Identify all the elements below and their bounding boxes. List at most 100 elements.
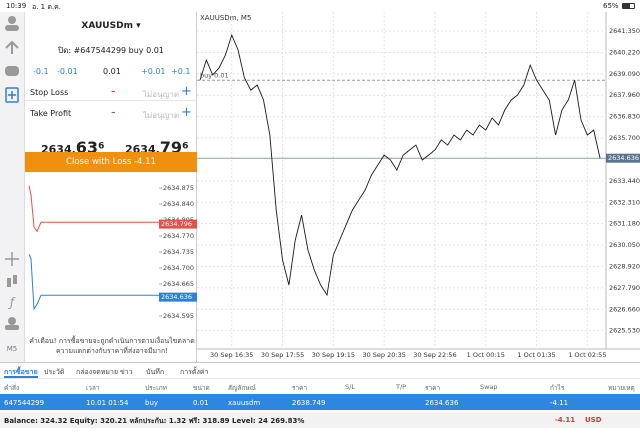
y-tick-label: 2634.735 bbox=[163, 248, 194, 256]
stop-loss-plus[interactable]: + bbox=[181, 84, 192, 99]
chat-icon[interactable] bbox=[5, 66, 19, 76]
timeframe[interactable]: M5 bbox=[7, 345, 18, 353]
volume-step[interactable]: -0.1 bbox=[33, 67, 49, 76]
y-tick-label: 2635.700 bbox=[609, 134, 640, 142]
stop-loss-value[interactable]: ไม่อนุญาต bbox=[143, 90, 180, 99]
y-tick-label: 2631.180 bbox=[609, 220, 640, 228]
take-profit-plus[interactable]: + bbox=[181, 105, 192, 120]
tab[interactable]: การตั้งค่า bbox=[180, 368, 209, 376]
cell: 2634.636 bbox=[425, 399, 459, 407]
account-icon[interactable] bbox=[8, 16, 16, 24]
x-tick-label: 30 Sep 17:55 bbox=[261, 351, 304, 359]
price-label: 2634.796 bbox=[161, 220, 192, 228]
tab[interactable]: ประวัติ bbox=[44, 368, 65, 376]
divider bbox=[25, 100, 197, 101]
price-line bbox=[199, 33, 601, 297]
column-header: หมายเหตุ bbox=[608, 384, 635, 392]
symbol-select[interactable]: XAUUSDm ▾ bbox=[81, 21, 141, 31]
warning: คำเตือน! การซื้อขายจะถูกดำเนินการตามเงื่… bbox=[29, 337, 195, 355]
price-label-box bbox=[159, 292, 197, 302]
volume-step[interactable]: -0.01 bbox=[57, 67, 78, 76]
x-tick-label: 30 Sep 20:35 bbox=[362, 351, 405, 359]
tab-underline bbox=[4, 376, 38, 378]
cell: 10.01 01:54 bbox=[86, 399, 129, 407]
column-header: เวลา bbox=[86, 384, 100, 392]
terminal: Balance: 324.32 Equity: 320.21 หลักประกั… bbox=[0, 362, 640, 447]
column-header: ราคา bbox=[425, 384, 441, 392]
balance-bar bbox=[0, 412, 640, 428]
price-label-box bbox=[159, 219, 197, 229]
y-tick-label: 2634.665 bbox=[163, 280, 194, 288]
divider bbox=[0, 378, 640, 379]
cell: buy bbox=[145, 399, 159, 407]
order-title: ปิด: #647544299 buy 0.01 bbox=[58, 46, 164, 55]
y-tick-label: 2625.530 bbox=[609, 327, 640, 335]
order-label: buy 0.01 bbox=[200, 71, 229, 79]
quotes-icon[interactable] bbox=[5, 40, 19, 54]
x-tick-label: 30 Sep 16:35 bbox=[210, 351, 253, 359]
objects-icon[interactable] bbox=[8, 317, 16, 325]
tab[interactable]: ข่าว bbox=[120, 368, 133, 376]
column-header: สัญลักษณ์ bbox=[228, 384, 256, 392]
battery-icon bbox=[622, 3, 635, 9]
tab[interactable]: กล่องจดหมาย bbox=[76, 368, 119, 376]
y-tick-label: 2628.920 bbox=[609, 262, 640, 270]
ask-small: 6 bbox=[182, 141, 189, 152]
bid-small: 6 bbox=[98, 141, 105, 152]
volume-step[interactable]: +0.1 bbox=[171, 67, 191, 76]
new-order-icon[interactable] bbox=[5, 87, 19, 103]
take-profit-minus[interactable]: - bbox=[111, 105, 116, 120]
account-icon-body bbox=[5, 25, 19, 31]
crosshair-icon[interactable] bbox=[5, 252, 19, 266]
battery: 65% bbox=[603, 2, 619, 10]
balance: Balance: 324.32 Equity: 320.21 หลักประกั… bbox=[4, 417, 305, 425]
column-header: ประเภท bbox=[145, 384, 167, 392]
cell: 0.01 bbox=[193, 399, 209, 407]
sidebar: ƒ M5 bbox=[0, 12, 25, 362]
take-profit-value[interactable]: ไม่อนุญาต bbox=[143, 111, 180, 120]
stop-loss-minus[interactable]: - bbox=[111, 84, 116, 99]
cell: 2638.749 bbox=[292, 399, 326, 407]
tick-line bbox=[28, 254, 159, 311]
function-icon[interactable]: ƒ bbox=[8, 296, 16, 310]
y-tick-label: 2634.700 bbox=[163, 264, 194, 272]
y-tick-label: 2633.440 bbox=[609, 177, 640, 185]
stop-loss-label: Stop Loss bbox=[30, 88, 69, 97]
status-time: 10:39 bbox=[6, 2, 27, 10]
close-button[interactable]: Close with Loss -4.11 bbox=[25, 152, 197, 172]
column-header: คำสั่ง bbox=[4, 384, 20, 392]
tab[interactable]: การซื้อขาย bbox=[4, 368, 38, 376]
sidebar-icons: ƒ M5 bbox=[5, 16, 19, 353]
currency: USD bbox=[585, 416, 602, 424]
column-header: Swap bbox=[480, 383, 498, 391]
x-tick-label: 1 Oct 01:35 bbox=[517, 351, 555, 359]
y-tick-label: 2640.220 bbox=[609, 48, 640, 56]
x-tick-label: 1 Oct 00:15 bbox=[467, 351, 505, 359]
battery-level bbox=[623, 4, 630, 8]
take-profit-label: Take Profit bbox=[30, 109, 72, 118]
x-tick-label: 30 Sep 22:56 bbox=[413, 351, 456, 359]
y-tick-label: 2634.770 bbox=[163, 232, 194, 240]
y-tick-label: 2634.875 bbox=[163, 184, 194, 192]
x-tick-label: 30 Sep 19:15 bbox=[312, 351, 355, 359]
tick-line bbox=[28, 185, 159, 233]
chart-title: XAUUSDm, M5 bbox=[200, 14, 251, 22]
column-header: ราคา bbox=[292, 384, 308, 392]
y-tick-label: 2639.090 bbox=[609, 70, 640, 78]
x-tick-label: 1 Oct 02:55 bbox=[568, 351, 606, 359]
cell: -4.11 bbox=[550, 399, 569, 407]
tick-chart: 2634.8752634.8402634.8052634.7702634.735… bbox=[28, 184, 197, 320]
volume-step[interactable]: +0.01 bbox=[141, 67, 166, 76]
y-tick-label: 2637.960 bbox=[609, 91, 640, 99]
tab[interactable]: บันทึก bbox=[146, 368, 165, 376]
selected-row[interactable] bbox=[0, 394, 640, 410]
current-price-label: 2634.636 bbox=[608, 154, 639, 162]
new-order-plus bbox=[8, 91, 16, 99]
column-header: ขนาด bbox=[193, 384, 210, 392]
y-tick-label: 2636.830 bbox=[609, 113, 640, 121]
price-label: 2634.636 bbox=[161, 293, 192, 301]
column-header: T/P bbox=[396, 383, 407, 391]
indicators-icon[interactable] bbox=[7, 278, 11, 287]
